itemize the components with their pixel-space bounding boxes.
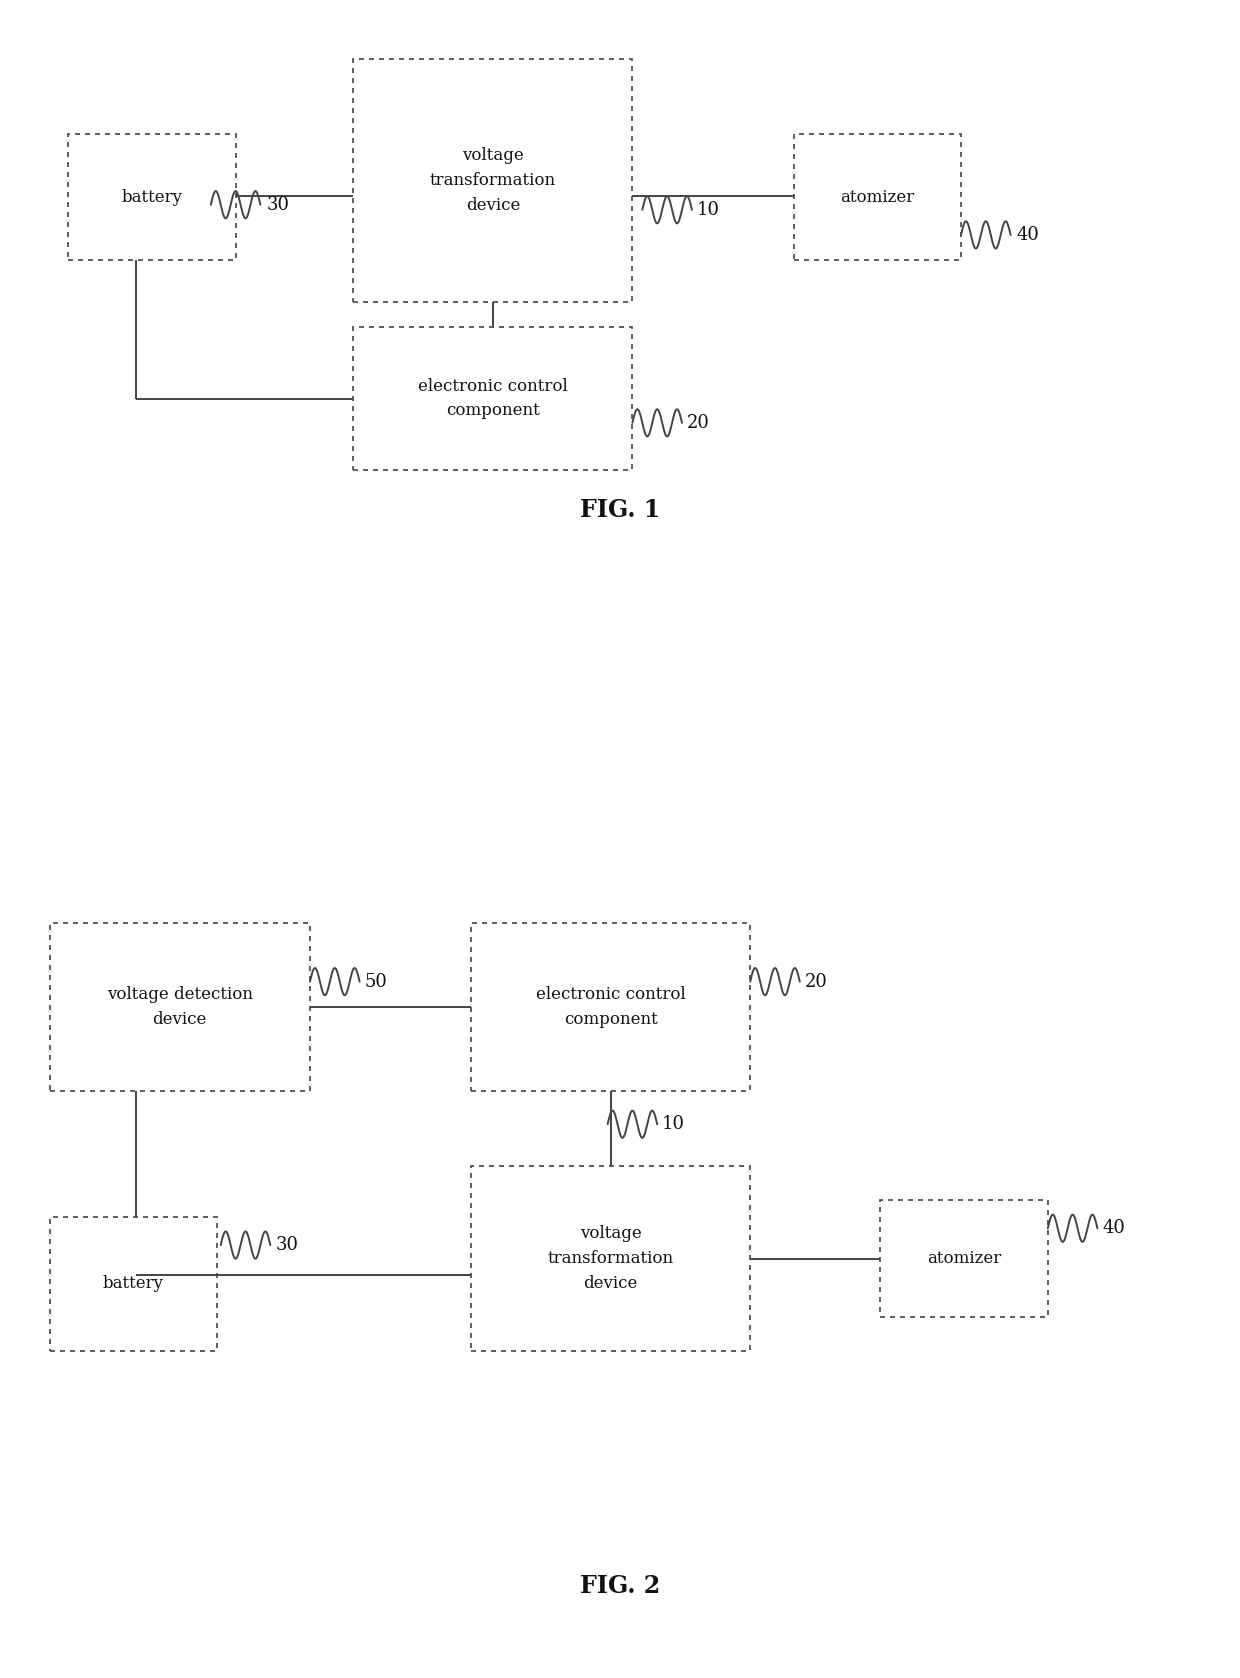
Text: FIG. 1: FIG. 1 bbox=[580, 498, 660, 522]
Text: 20: 20 bbox=[805, 973, 827, 990]
Text: voltage
transformation
device: voltage transformation device bbox=[548, 1225, 673, 1292]
Bar bbox=[794, 134, 961, 260]
Bar bbox=[353, 327, 632, 470]
Text: electronic control
component: electronic control component bbox=[536, 987, 686, 1027]
Text: 10: 10 bbox=[662, 1116, 686, 1133]
Text: atomizer: atomizer bbox=[841, 188, 914, 206]
Bar bbox=[471, 923, 750, 1091]
Text: battery: battery bbox=[122, 188, 182, 206]
Text: voltage
transformation
device: voltage transformation device bbox=[430, 148, 556, 213]
Bar bbox=[353, 59, 632, 302]
Bar bbox=[50, 1217, 217, 1351]
Text: electronic control
component: electronic control component bbox=[418, 378, 568, 420]
Bar bbox=[471, 1166, 750, 1351]
Text: 30: 30 bbox=[267, 196, 290, 213]
Text: 40: 40 bbox=[1102, 1220, 1125, 1237]
Bar bbox=[50, 923, 310, 1091]
Text: 30: 30 bbox=[275, 1237, 299, 1253]
Text: FIG. 2: FIG. 2 bbox=[580, 1574, 660, 1597]
Text: voltage detection
device: voltage detection device bbox=[107, 987, 253, 1027]
Bar bbox=[68, 134, 236, 260]
Text: 20: 20 bbox=[687, 414, 709, 431]
Bar bbox=[880, 1200, 1048, 1317]
Text: 40: 40 bbox=[1017, 227, 1039, 243]
Text: atomizer: atomizer bbox=[928, 1250, 1001, 1267]
Text: 10: 10 bbox=[697, 201, 720, 218]
Text: battery: battery bbox=[103, 1275, 164, 1292]
Text: 50: 50 bbox=[365, 973, 387, 990]
